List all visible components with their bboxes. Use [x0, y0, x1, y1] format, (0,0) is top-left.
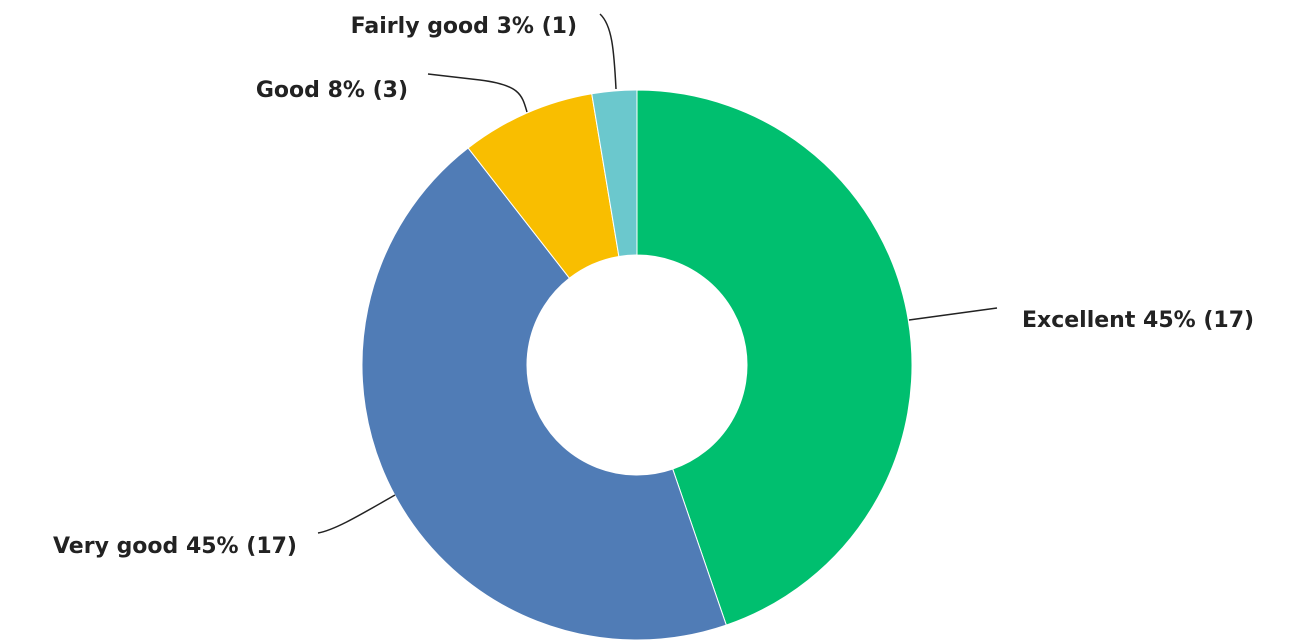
slice-excellent[interactable]	[636, 89, 913, 626]
data-label-fairly-good: Fairly good 3% (1)	[351, 14, 577, 39]
leader-line-very-good	[317, 494, 396, 534]
slice-very-good[interactable]	[361, 147, 727, 641]
leader-lines-layer	[317, 13, 998, 534]
leader-line-good	[427, 73, 528, 113]
slices-layer	[361, 89, 913, 641]
leader-line-fairly-good	[599, 13, 617, 90]
data-label-good: Good 8% (3)	[256, 78, 408, 103]
slice-fairly-good[interactable]	[591, 89, 638, 258]
data-label-excellent: Excellent 45% (17)	[1022, 308, 1254, 333]
leader-line-excellent	[908, 307, 998, 321]
data-label-very-good: Very good 45% (17)	[53, 534, 297, 559]
labels-layer: Excellent 45% (17) Very good 45% (17) Good…	[53, 14, 1254, 559]
